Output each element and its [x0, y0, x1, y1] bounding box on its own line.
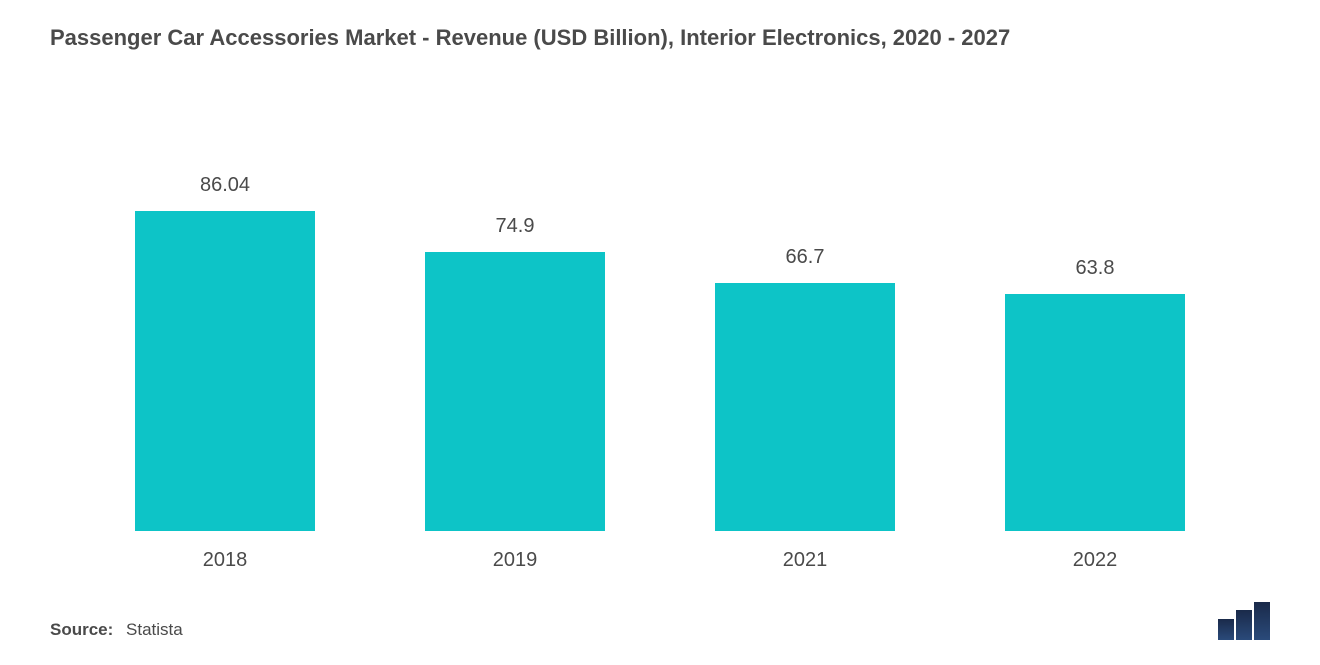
chart-title: Passenger Car Accessories Market - Reven…: [50, 25, 1270, 51]
bar-group-1: 74.9 2019: [425, 215, 605, 572]
bar-value-label: 86.04: [200, 174, 250, 197]
source-value: Statista: [126, 620, 183, 639]
bar-group-0: 86.04 2018: [135, 174, 315, 572]
bar-value-label: 74.9: [496, 215, 535, 238]
bar-category-label: 2021: [783, 549, 828, 572]
bar-category-label: 2022: [1073, 549, 1118, 572]
bar-rect: [425, 252, 605, 531]
bar-value-label: 66.7: [786, 246, 825, 269]
chart-plot-area: 86.04 2018 74.9 2019 66.7 2021 63.8 2022: [50, 61, 1270, 592]
bar-rect: [715, 283, 895, 531]
logo-bar-3: [1254, 602, 1270, 640]
bar-category-label: 2019: [493, 549, 538, 572]
bar-group-3: 63.8 2022: [1005, 257, 1185, 572]
chart-footer: Source: Statista: [50, 592, 1270, 645]
bar-rect: [135, 211, 315, 531]
logo-bar-2: [1236, 610, 1252, 640]
source-attribution: Source: Statista: [50, 620, 183, 640]
logo-bar-1: [1218, 619, 1234, 640]
source-label: Source:: [50, 620, 113, 639]
bar-group-2: 66.7 2021: [715, 246, 895, 572]
bar-value-label: 63.8: [1076, 257, 1115, 280]
bar-rect: [1005, 294, 1185, 531]
bar-category-label: 2018: [203, 549, 248, 572]
chart-container: Passenger Car Accessories Market - Reven…: [0, 0, 1320, 665]
brand-logo-icon: [1218, 602, 1270, 640]
